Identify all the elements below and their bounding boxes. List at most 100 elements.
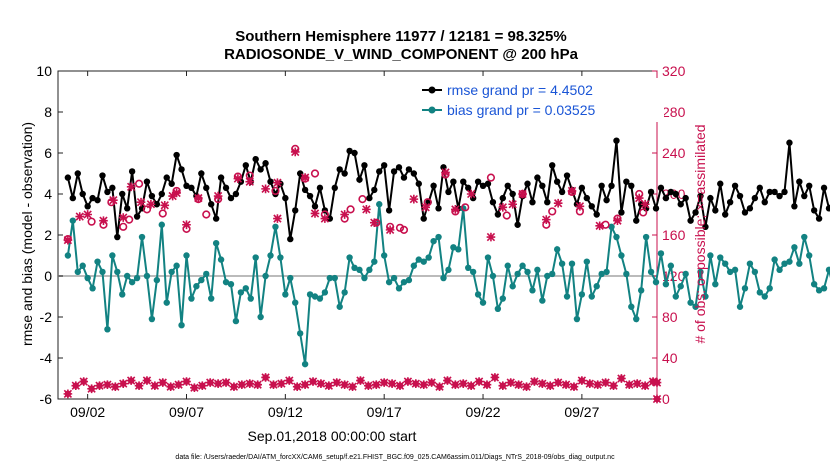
obs-assimilated-low-marker	[577, 376, 587, 385]
rmse-point	[341, 170, 348, 177]
obs-assimilated-marker	[385, 225, 395, 235]
bias-point	[578, 291, 586, 298]
bias-point	[588, 293, 595, 300]
obs-possible-low-marker	[373, 381, 380, 388]
bias-point	[163, 299, 170, 306]
bias-point	[341, 289, 348, 296]
rmse-point	[722, 211, 729, 218]
obs-possible-low-marker	[531, 378, 538, 385]
bias-point	[504, 262, 511, 269]
obs-assimilated-marker	[508, 199, 518, 209]
bias-point	[771, 256, 778, 263]
x-axis-label: Sep.01,2018 00:00:00 start	[248, 428, 417, 444]
y-left-tick-label: -2	[40, 309, 53, 325]
obs-assimilated-low-marker	[419, 380, 429, 389]
obs-possible-low-marker	[523, 383, 530, 390]
bias-point	[395, 285, 403, 292]
obs-possible-marker	[346, 205, 355, 214]
obs-possible-marker	[461, 203, 470, 212]
rmse-point	[499, 194, 507, 202]
obs-assimilated-marker	[340, 210, 349, 219]
bias-point	[474, 291, 482, 298]
rmse-point	[810, 207, 818, 214]
bias-point	[549, 270, 556, 278]
bias-point	[227, 281, 235, 288]
bias-point	[553, 246, 561, 253]
y-left-tick-label: 10	[36, 63, 52, 79]
obs-assimilated-low-marker	[609, 381, 618, 390]
rmse-point	[69, 194, 77, 202]
obs-assimilated-low-marker	[601, 378, 610, 387]
obs-assimilated-low-marker	[237, 380, 247, 389]
y-left-tick-label: 0	[44, 268, 52, 284]
rmse-point	[415, 180, 422, 187]
obs-possible-marker	[395, 223, 405, 232]
rmse-point	[598, 182, 605, 189]
obs-assimilated-low-marker	[174, 380, 183, 389]
obs-assimilated-marker	[245, 177, 255, 187]
bias-point	[306, 291, 314, 298]
bias-point	[751, 268, 759, 276]
obs-assimilated-marker	[146, 199, 156, 209]
obs-assimilated-marker	[213, 191, 223, 201]
rmse-point	[633, 217, 640, 224]
obs-assimilated-low-marker	[538, 379, 547, 388]
obs-assimilated-marker	[518, 189, 527, 199]
rmse-point	[356, 176, 363, 183]
obs-assimilated-low-marker	[652, 394, 662, 404]
rmse-point	[692, 209, 699, 216]
rmse-point	[395, 164, 403, 171]
legend-bias-label: bias grand pr = 0.03525	[447, 102, 595, 118]
rmse-point	[647, 188, 655, 196]
bias-point	[69, 217, 77, 224]
bias-point	[603, 268, 610, 276]
bias-point	[371, 258, 378, 265]
obs-possible-low-marker	[191, 384, 198, 391]
obs-assimilated-marker	[421, 203, 431, 212]
rmse-point	[608, 182, 615, 189]
rmse-point	[529, 199, 536, 206]
bias-point	[376, 201, 383, 208]
obs-assimilated-marker	[300, 173, 310, 182]
bias-point	[237, 289, 245, 296]
bias-point	[173, 262, 180, 269]
obs-assimilated-low-marker	[403, 377, 413, 386]
rmse-point	[371, 186, 378, 194]
bias-point	[544, 272, 551, 280]
bias-point	[672, 293, 679, 300]
y-left-tick-label: -6	[40, 391, 53, 407]
bias-point	[781, 260, 788, 267]
obs-assimilated-low-marker	[553, 378, 563, 387]
bias-point	[400, 278, 408, 286]
obs-assimilated-low-marker	[245, 379, 255, 388]
bias-point	[119, 291, 126, 298]
bias-point	[390, 274, 398, 282]
rmse-point	[756, 184, 763, 192]
obs-assimilated-low-marker	[435, 382, 444, 392]
obs-possible-low-marker	[570, 383, 578, 390]
obs-assimilated-low-marker	[95, 381, 104, 390]
rmse-point	[311, 203, 319, 210]
rmse-point	[697, 192, 704, 200]
obs-assimilated-low-marker	[126, 376, 136, 385]
bias-point	[756, 289, 763, 296]
bias-point	[534, 266, 541, 274]
obs-assimilated-low-marker	[648, 377, 658, 386]
bias-point	[618, 252, 625, 259]
rmse-point	[222, 184, 230, 192]
bias-point	[825, 266, 830, 274]
bias-point	[489, 272, 497, 280]
obs-possible-low-marker	[159, 379, 166, 386]
obs-assimilated-low-marker	[300, 380, 310, 389]
obs-assimilated-low-marker	[625, 380, 634, 389]
rmse-point	[445, 188, 452, 196]
obs-possible-low-marker	[286, 377, 293, 384]
obs-assimilated-marker	[126, 182, 136, 192]
plot-area: -6-4-202468100408012016020024028032009/0…	[36, 63, 830, 420]
legend-background	[446, 78, 664, 122]
bias-point	[766, 285, 773, 292]
rmse-point	[504, 182, 511, 189]
rmse-point	[331, 184, 338, 192]
rmse-point	[657, 184, 665, 192]
obs-assimilated-marker	[310, 209, 320, 218]
